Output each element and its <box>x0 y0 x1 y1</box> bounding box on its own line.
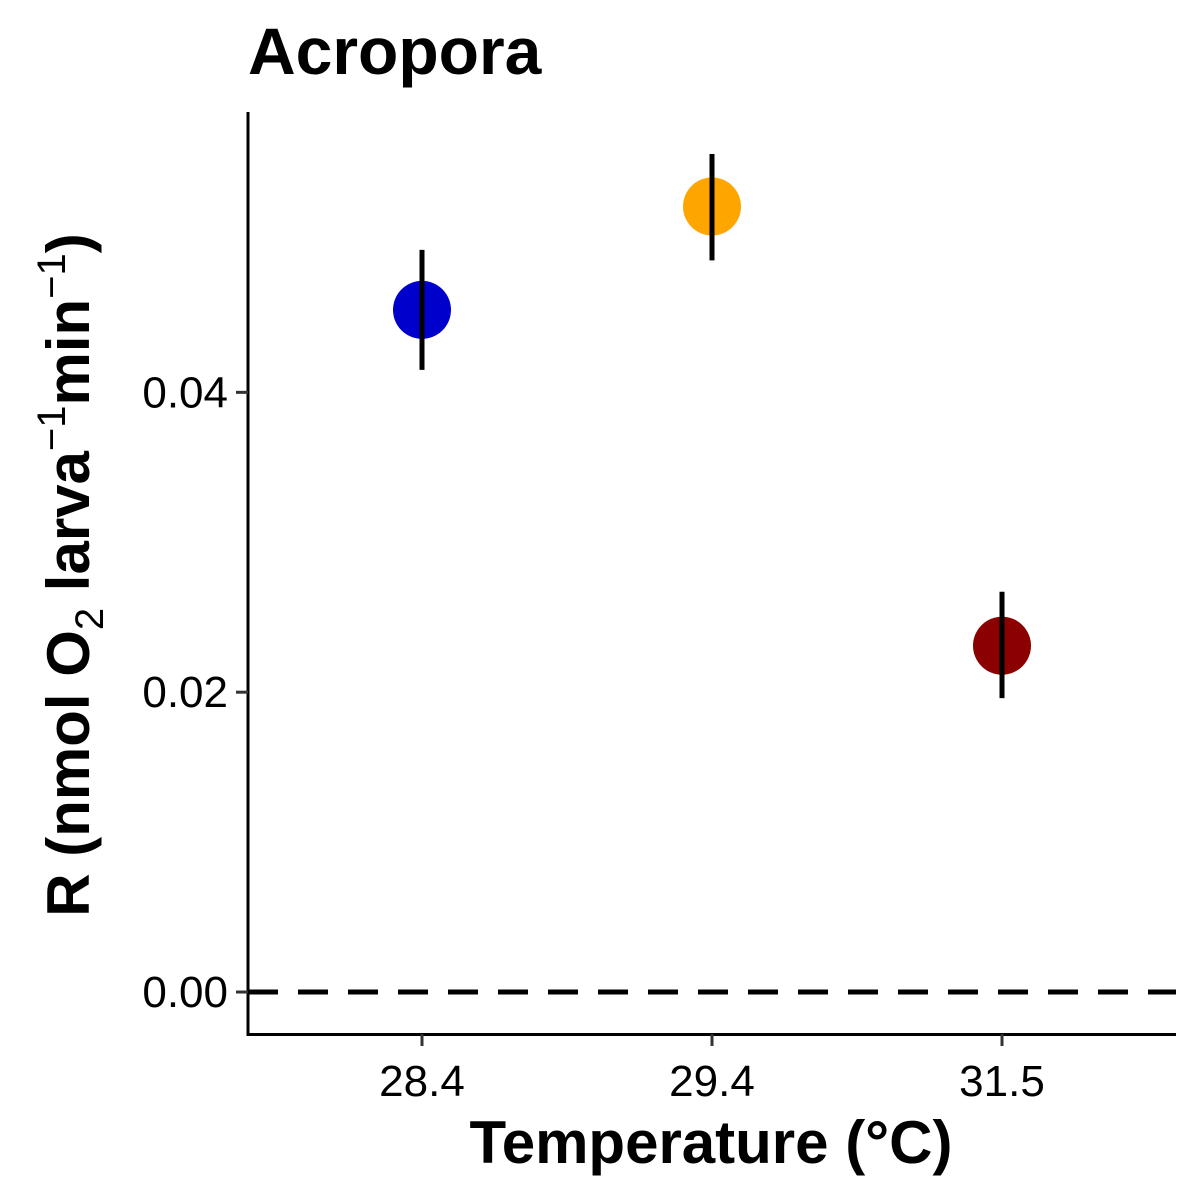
y-axis-title-part3: min <box>35 299 102 406</box>
y-tick-label: 0.00 <box>142 968 228 1017</box>
y-axis-title-superscript-1: −1 <box>30 405 74 451</box>
y-axis-title-subscript: 2 <box>68 608 112 630</box>
chart-title: Acropora <box>248 14 543 88</box>
y-tick-label: 0.04 <box>142 368 228 417</box>
y-axis-title-part1: R (nmol O <box>35 630 102 917</box>
x-tick-label: 28.4 <box>379 1057 465 1106</box>
x-tick-label: 31.5 <box>959 1057 1045 1106</box>
data-points <box>393 153 1031 699</box>
y-axis-title-superscript-2: −1 <box>30 253 74 299</box>
y-axis-title-part4: ) <box>35 233 102 253</box>
x-axis-title: Temperature (°C) <box>470 1109 953 1176</box>
x-axis-ticks: 28.4 29.4 31.5 <box>379 1034 1045 1106</box>
y-axis-title-part2: larva <box>35 450 102 607</box>
y-axis-ticks: 0.00 0.02 0.04 <box>142 368 248 1017</box>
x-tick-label: 29.4 <box>669 1057 755 1106</box>
y-axis-title: R (nmol O2 larva−1min−1) <box>30 233 112 917</box>
y-tick-label: 0.02 <box>142 668 228 717</box>
